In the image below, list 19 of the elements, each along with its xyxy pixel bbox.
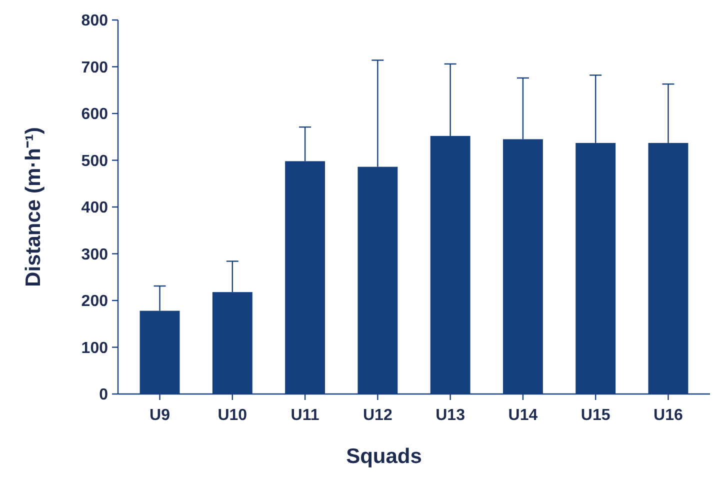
x-tick-label: U15 [580,407,610,424]
y-tick-label: 0 [99,386,108,404]
x-tick-label: U14 [508,407,538,424]
x-tick-label: U9 [150,407,170,424]
x-axis-title: Squads [346,445,422,468]
x-tick-label: U10 [218,407,248,424]
y-tick-label: 300 [81,246,108,264]
y-tick-label: 400 [81,200,108,217]
y-tick-label: 200 [81,293,108,310]
x-tick-label: U12 [363,407,392,424]
y-tick-label: 100 [81,340,108,357]
y-tick-label: 700 [81,59,108,76]
x-tick-label: U13 [436,407,466,424]
y-tick-label: 600 [81,106,108,124]
x-tick-label: U16 [654,407,684,424]
y-axis-title: Distance (m·h⁻¹) [22,127,45,287]
y-tick-label: 800 [81,12,108,30]
x-tick-label: U11 [290,407,320,424]
y-tick-label: 500 [81,152,108,170]
